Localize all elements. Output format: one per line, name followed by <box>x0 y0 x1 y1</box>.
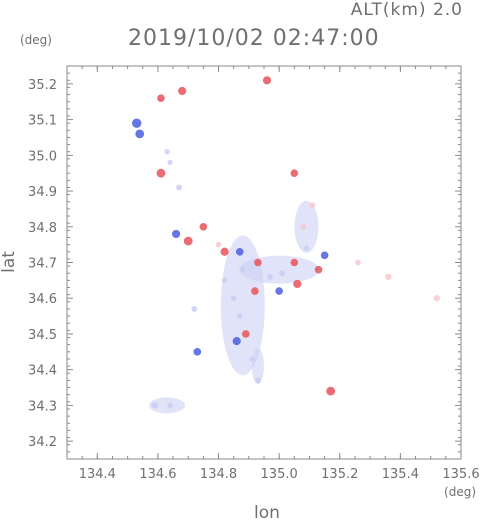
echo-point <box>242 330 250 338</box>
echo-point <box>176 184 183 191</box>
y-tick-label: 35.0 <box>28 149 57 164</box>
echo-point <box>300 223 307 230</box>
echo-point <box>135 129 145 139</box>
echo-point <box>293 279 302 289</box>
echo-point <box>222 277 228 283</box>
echo-point <box>172 229 181 239</box>
echo-point <box>320 251 329 260</box>
x-tick-label: 135.4 <box>382 467 419 482</box>
altitude-label: ALT(km) 2.0 <box>350 0 463 20</box>
echo-region <box>294 200 319 253</box>
y-tick-label: 35.1 <box>28 114 57 129</box>
echo-point <box>326 386 336 396</box>
y-tick-label: 34.9 <box>28 185 57 200</box>
echo-point <box>191 306 198 312</box>
x-tick-label: 135.6 <box>442 467 479 482</box>
y-tick-label: 35.2 <box>28 78 57 93</box>
x-tick-label: 134.8 <box>200 467 237 482</box>
echo-point <box>230 295 237 302</box>
echo-point <box>132 118 142 128</box>
echo-point <box>240 267 246 273</box>
x-tick-label: 134.4 <box>79 467 116 482</box>
echo-point <box>167 159 173 166</box>
echo-point <box>433 295 440 302</box>
echo-point <box>267 273 273 280</box>
y-tick-label: 34.5 <box>28 328 57 343</box>
echo-point <box>385 273 392 280</box>
echo-point <box>255 377 261 384</box>
y-tick-label: 34.6 <box>28 292 57 307</box>
echo-point <box>275 287 283 295</box>
echo-point <box>355 259 361 266</box>
echo-point <box>215 241 222 248</box>
echo-point <box>251 287 259 295</box>
y-tick-label: 34.3 <box>28 399 57 414</box>
feature-layer <box>132 76 440 414</box>
echo-point <box>249 356 255 362</box>
echo-point <box>309 202 316 209</box>
y-tick-label: 34.4 <box>28 364 57 379</box>
echo-point <box>164 149 170 155</box>
echo-point <box>290 169 299 177</box>
echo-point <box>167 402 173 409</box>
echo-point <box>199 222 208 231</box>
x-tick-label: 134.6 <box>139 467 176 482</box>
echo-region <box>251 348 264 385</box>
echo-point <box>236 313 243 319</box>
echo-point <box>232 337 241 346</box>
echo-point <box>151 402 159 409</box>
axes-layer: 134.4 134.6 134.8 135.0 135.2 135.4 135.6 34.2 3… <box>28 65 480 482</box>
x-axis-unit: (deg) <box>444 485 476 499</box>
echo-point <box>156 168 166 178</box>
y-tick-label: 34.7 <box>28 257 57 272</box>
echo-point <box>235 247 244 256</box>
x-axis-label: lon <box>254 503 280 523</box>
echo-point <box>262 76 272 85</box>
echo-point <box>157 94 165 102</box>
echo-point <box>193 348 202 356</box>
y-tick-label: 34.2 <box>28 435 57 450</box>
echo-point <box>314 265 323 274</box>
echo-point <box>303 245 310 251</box>
echo-region <box>239 255 320 284</box>
x-tick-label: 135.0 <box>261 467 298 482</box>
y-axis-unit: (deg) <box>20 33 52 47</box>
y-tick-label: 34.8 <box>28 221 57 236</box>
echo-region <box>149 397 186 414</box>
echo-point <box>254 258 262 267</box>
echo-point <box>279 270 286 277</box>
echo-point <box>178 86 187 96</box>
echo-point <box>183 236 193 246</box>
echo-point <box>220 247 229 256</box>
x-tick-label: 135.2 <box>321 467 358 482</box>
echo-point <box>290 258 299 267</box>
timestamp-title: 2019/10/02 02:47:00 <box>128 26 380 51</box>
